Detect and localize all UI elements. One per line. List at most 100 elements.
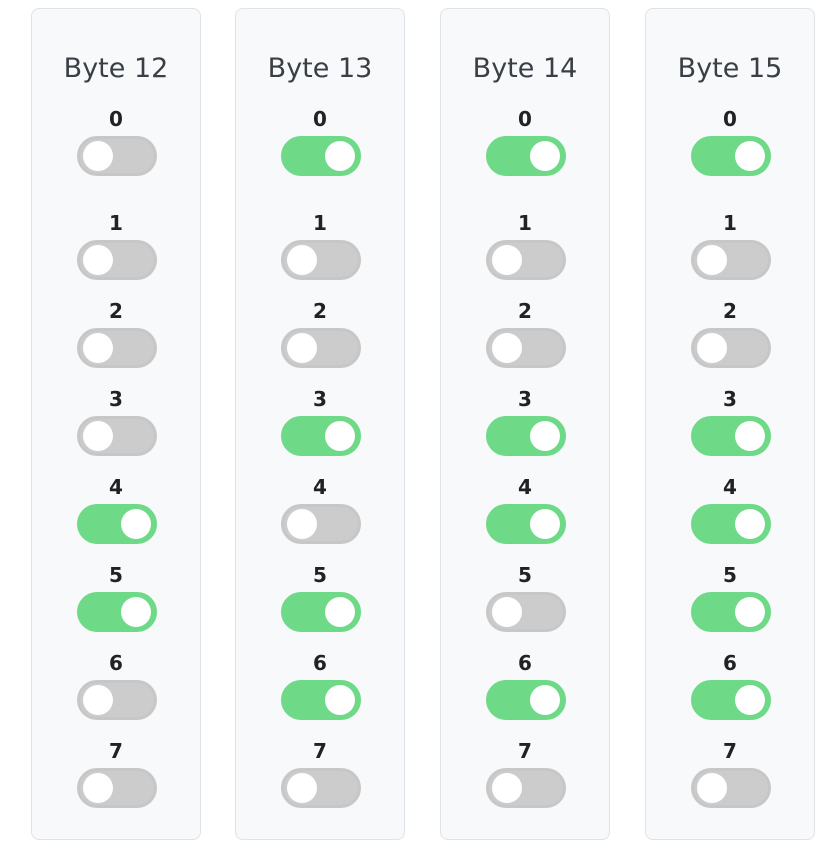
toggle-knob xyxy=(287,333,317,363)
bit-toggle[interactable] xyxy=(281,136,361,176)
toggle-knob xyxy=(287,245,317,275)
bit-toggle[interactable] xyxy=(691,416,771,456)
bit-label: 5 xyxy=(723,563,737,587)
bit-toggle[interactable] xyxy=(486,328,566,368)
bit-row-6: 6 xyxy=(236,651,404,731)
bit-toggle[interactable] xyxy=(691,240,771,280)
bit-label: 3 xyxy=(518,387,532,411)
bit-toggle[interactable] xyxy=(281,416,361,456)
toggle-knob xyxy=(492,597,522,627)
bit-row-6: 6 xyxy=(441,651,609,731)
bit-row-1: 1 xyxy=(236,211,404,291)
toggle-knob xyxy=(492,245,522,275)
bit-toggle[interactable] xyxy=(281,680,361,720)
bit-row-0: 0 xyxy=(236,107,404,187)
bit-label: 7 xyxy=(313,739,327,763)
bit-toggle[interactable] xyxy=(691,136,771,176)
bit-row-5: 5 xyxy=(32,563,200,643)
bit-toggle[interactable] xyxy=(77,328,157,368)
toggle-knob xyxy=(83,245,113,275)
bit-toggle[interactable] xyxy=(281,240,361,280)
bit-label: 2 xyxy=(313,299,327,323)
bit-row-2: 2 xyxy=(646,299,814,379)
bit-toggle[interactable] xyxy=(691,680,771,720)
bit-toggle[interactable] xyxy=(486,592,566,632)
bit-toggle[interactable] xyxy=(691,504,771,544)
toggle-knob xyxy=(735,685,765,715)
bit-label: 1 xyxy=(518,211,532,235)
toggle-knob xyxy=(83,685,113,715)
bit-label: 6 xyxy=(313,651,327,675)
toggle-knob xyxy=(530,141,560,171)
byte-panel-12: Byte 12 0 1 2 3 4 5 6 7 xyxy=(31,8,201,840)
bit-label: 1 xyxy=(723,211,737,235)
bit-row-0: 0 xyxy=(32,107,200,187)
bit-toggle[interactable] xyxy=(77,680,157,720)
bit-label: 4 xyxy=(109,475,123,499)
toggle-knob xyxy=(83,141,113,171)
bit-label: 6 xyxy=(723,651,737,675)
bit-label: 2 xyxy=(518,299,532,323)
bit-row-7: 7 xyxy=(32,739,200,819)
toggle-knob xyxy=(735,141,765,171)
bit-label: 0 xyxy=(313,107,327,131)
toggle-knob xyxy=(697,773,727,803)
bit-toggle[interactable] xyxy=(281,504,361,544)
toggle-knob xyxy=(325,141,355,171)
bit-row-4: 4 xyxy=(32,475,200,555)
bit-toggle[interactable] xyxy=(77,592,157,632)
byte-panel-14: Byte 14 0 1 2 3 4 5 6 7 xyxy=(440,8,610,840)
toggle-knob xyxy=(492,773,522,803)
bit-toggle[interactable] xyxy=(486,504,566,544)
bit-toggle[interactable] xyxy=(77,504,157,544)
bit-row-1: 1 xyxy=(441,211,609,291)
byte-title: Byte 12 xyxy=(63,53,169,84)
bit-label: 3 xyxy=(313,387,327,411)
bit-label: 4 xyxy=(723,475,737,499)
toggle-knob xyxy=(697,245,727,275)
toggle-knob xyxy=(735,509,765,539)
bit-label: 5 xyxy=(313,563,327,587)
bit-label: 7 xyxy=(109,739,123,763)
bit-label: 4 xyxy=(313,475,327,499)
toggle-knob xyxy=(325,421,355,451)
bit-toggle[interactable] xyxy=(486,680,566,720)
bit-row-4: 4 xyxy=(236,475,404,555)
bit-row-6: 6 xyxy=(646,651,814,731)
bit-row-3: 3 xyxy=(32,387,200,467)
bit-row-2: 2 xyxy=(441,299,609,379)
bit-row-7: 7 xyxy=(646,739,814,819)
toggle-knob xyxy=(83,421,113,451)
bit-toggle[interactable] xyxy=(77,416,157,456)
bit-row-3: 3 xyxy=(441,387,609,467)
bit-row-5: 5 xyxy=(441,563,609,643)
bit-toggle[interactable] xyxy=(691,328,771,368)
bit-toggle[interactable] xyxy=(691,768,771,808)
bit-toggle[interactable] xyxy=(486,240,566,280)
bit-toggle[interactable] xyxy=(281,592,361,632)
bit-row-4: 4 xyxy=(646,475,814,555)
bit-label: 0 xyxy=(723,107,737,131)
bit-toggle[interactable] xyxy=(486,768,566,808)
bit-toggle[interactable] xyxy=(77,136,157,176)
bit-label: 6 xyxy=(109,651,123,675)
toggle-knob xyxy=(121,597,151,627)
bit-label: 5 xyxy=(109,563,123,587)
toggle-knob xyxy=(287,773,317,803)
bit-row-2: 2 xyxy=(32,299,200,379)
bit-toggle[interactable] xyxy=(281,328,361,368)
bit-toggle[interactable] xyxy=(691,592,771,632)
bit-label: 7 xyxy=(518,739,532,763)
bit-row-0: 0 xyxy=(646,107,814,187)
toggle-knob xyxy=(735,597,765,627)
bit-label: 0 xyxy=(518,107,532,131)
bit-toggle[interactable] xyxy=(77,768,157,808)
bit-label: 3 xyxy=(109,387,123,411)
bit-toggle[interactable] xyxy=(486,416,566,456)
bit-toggle[interactable] xyxy=(486,136,566,176)
bit-row-3: 3 xyxy=(236,387,404,467)
bit-toggle[interactable] xyxy=(281,768,361,808)
bit-toggle[interactable] xyxy=(77,240,157,280)
bit-label: 1 xyxy=(109,211,123,235)
bit-row-7: 7 xyxy=(236,739,404,819)
